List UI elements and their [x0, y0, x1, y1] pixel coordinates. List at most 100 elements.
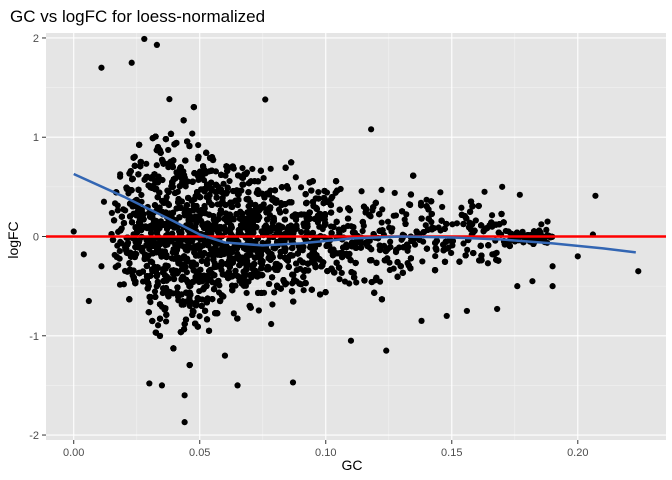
scatter-point [419, 258, 426, 265]
scatter-point [216, 297, 224, 305]
scatter-point [368, 278, 375, 286]
scatter-point [308, 187, 315, 194]
scatter-point [468, 221, 476, 228]
scatter-point [159, 289, 166, 297]
scatter-point [212, 188, 220, 196]
scatter-point [196, 194, 204, 201]
scatter-point [205, 327, 213, 334]
scatter-point [435, 224, 442, 231]
scatter-point [260, 174, 267, 182]
scatter-point [198, 302, 205, 310]
scatter-point [166, 96, 173, 103]
scatter-point [329, 252, 337, 259]
scatter-point [152, 329, 159, 336]
scatter-point [243, 289, 250, 297]
scatter-point [164, 200, 171, 207]
scatter-point [182, 157, 189, 164]
scatter-point [437, 189, 444, 196]
scatter-point [285, 263, 292, 270]
scatter-point [209, 251, 216, 258]
scatter-point [379, 206, 386, 213]
scatter-point [180, 117, 187, 124]
scatter-point [350, 224, 357, 231]
scatter-point [171, 189, 179, 197]
scatter-point [283, 183, 291, 190]
scatter-point [114, 202, 121, 209]
scatter-point [472, 217, 479, 224]
scatter-point [162, 135, 170, 143]
scatter-point [135, 219, 143, 226]
scatter-point [173, 205, 180, 212]
scatter-point [303, 200, 310, 207]
scatter-point [192, 320, 199, 327]
scatter-point [341, 278, 349, 285]
scatter-point [235, 273, 242, 280]
scatter-point [338, 249, 345, 257]
scatter-point [306, 209, 313, 216]
scatter-point [320, 259, 327, 266]
scatter-point [289, 245, 296, 252]
scatter-point [136, 210, 143, 218]
scatter-point [187, 291, 194, 298]
scatter-point [113, 253, 121, 261]
scatter-point [122, 246, 129, 253]
scatter-point [371, 289, 378, 296]
scatter-point [253, 224, 260, 231]
scatter-point [478, 222, 485, 229]
scatter-point [392, 212, 400, 219]
scatter-point [132, 243, 139, 251]
scatter-point [154, 322, 162, 329]
scatter-point [330, 223, 337, 231]
scatter-point [373, 274, 380, 281]
chart-title: GC vs logFC for loess-normalized [10, 7, 265, 26]
scatter-point [232, 267, 239, 275]
scatter-point [340, 224, 347, 231]
scatter-point [151, 171, 158, 178]
scatter-point [132, 224, 139, 231]
scatter-point [196, 313, 203, 320]
scatter-point [189, 207, 197, 214]
scatter-point [179, 274, 187, 281]
scatter-point [448, 249, 455, 257]
scatter-point [239, 173, 246, 180]
scatter-point [179, 172, 186, 179]
scatter-point [438, 217, 445, 224]
scatter-point [378, 219, 385, 226]
scatter-point [399, 208, 406, 215]
scatter-point [130, 154, 137, 161]
scatter-point [194, 295, 201, 302]
scatter-point [324, 198, 331, 206]
scatter-point [322, 289, 329, 296]
scatter-point [230, 187, 237, 195]
scatter-point [109, 236, 117, 244]
scatter-point [243, 196, 250, 203]
scatter-point [384, 246, 391, 253]
scatter-point [288, 159, 295, 166]
scatter-point [386, 266, 393, 274]
scatter-point [453, 220, 461, 227]
scatter-point [226, 257, 233, 264]
scatter-point [151, 288, 159, 295]
scatter-point [234, 315, 241, 322]
scatter-point [117, 238, 124, 246]
scatter-point [478, 252, 485, 259]
scatter-point [228, 273, 235, 280]
scatter-point [353, 279, 360, 286]
scatter-point [460, 220, 467, 228]
scatter-point [245, 203, 252, 210]
scatter-point [173, 246, 181, 253]
scatter-point [407, 265, 414, 272]
scatter-point [290, 298, 297, 305]
scatter-point [269, 301, 276, 308]
scatter-point [210, 213, 217, 220]
scatter-point [257, 167, 264, 174]
scatter-point [246, 271, 254, 279]
scatter-point [348, 239, 356, 246]
scatter-point [315, 188, 322, 196]
scatter-point [214, 310, 221, 317]
scatter-point [126, 296, 133, 303]
scatter-point [209, 246, 216, 253]
scatter-point [140, 216, 147, 223]
scatter-point [170, 275, 178, 283]
scatter-point [226, 177, 233, 185]
